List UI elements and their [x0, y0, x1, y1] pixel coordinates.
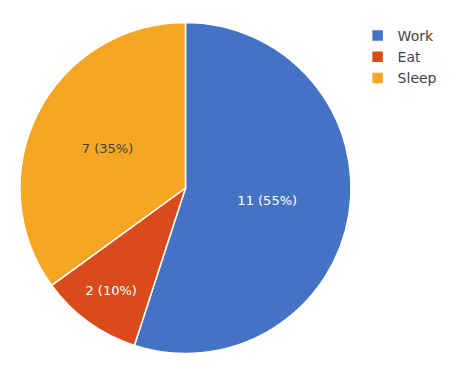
svg-text:Work: Work: [398, 28, 434, 44]
svg-text:7 (35%): 7 (35%): [82, 141, 133, 156]
svg-text:Sleep: Sleep: [398, 70, 437, 86]
svg-text:2 (10%): 2 (10%): [85, 283, 136, 298]
svg-text:11 (55%): 11 (55%): [237, 193, 297, 208]
svg-text:Eat: Eat: [398, 49, 421, 65]
